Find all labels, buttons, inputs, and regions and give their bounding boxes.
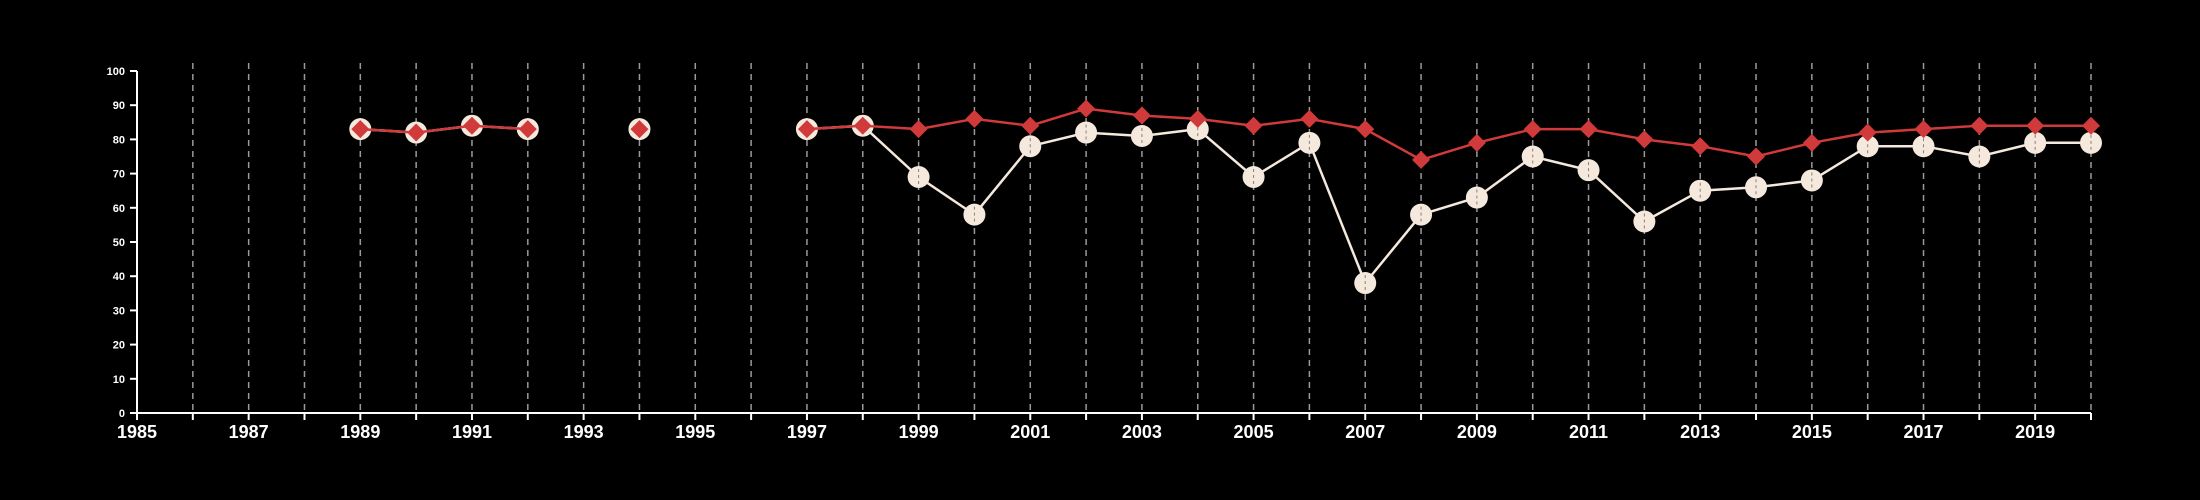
series-2-point-2017 — [1914, 120, 1933, 139]
series-2-point-1997 — [797, 120, 816, 139]
series-2-point-2002 — [1077, 99, 1096, 118]
x-tick-label-1987: 1987 — [229, 422, 269, 442]
series-2-point-2008 — [1412, 150, 1431, 169]
series-2-point-2005 — [1244, 116, 1263, 135]
series-2-point-1989 — [351, 120, 370, 139]
axes — [130, 70, 2092, 420]
series-2-point-2000 — [965, 109, 984, 128]
series-2-point-2010 — [1523, 120, 1542, 139]
y-tick-label-50: 50 — [113, 237, 125, 249]
y-tick-label-30: 30 — [113, 305, 125, 317]
x-tick-label-2017: 2017 — [1903, 422, 1943, 442]
series-2-point-2001 — [1021, 116, 1040, 135]
x-tick-label-2009: 2009 — [1457, 422, 1497, 442]
series-2-point-2007 — [1356, 120, 1375, 139]
series-2-line-2 — [806, 107, 2091, 162]
series-2-point-2003 — [1132, 106, 1151, 125]
series-1-line-2 — [806, 124, 2091, 286]
series-2-point-2016 — [1858, 123, 1877, 142]
series-2-point-2015 — [1802, 133, 1821, 152]
x-tick-label-2011: 2011 — [1569, 422, 1608, 442]
series-2-point-2020 — [2082, 116, 2100, 135]
series-2-line-0 — [360, 124, 528, 134]
x-tick-label-1989: 1989 — [340, 422, 380, 442]
y-tick-label-40: 40 — [113, 271, 125, 283]
x-tick-label-1997: 1997 — [787, 422, 827, 442]
x-tick-label-1999: 1999 — [899, 422, 939, 442]
series-2-point-1991 — [462, 116, 481, 135]
y-tick-label-20: 20 — [113, 340, 125, 352]
series-2-point-1998 — [853, 116, 872, 135]
y-tick-label-10: 10 — [113, 374, 125, 386]
series-2-point-1990 — [407, 123, 426, 142]
x-tick-label-2015: 2015 — [1792, 422, 1832, 442]
series-2-point-2019 — [2026, 116, 2045, 135]
x-tick-label-1993: 1993 — [564, 422, 604, 442]
x-tick-label-1985: 1985 — [117, 422, 157, 442]
series-2-point-1994 — [630, 120, 649, 139]
x-tick-label-2003: 2003 — [1122, 422, 1162, 442]
x-tick-label-2005: 2005 — [1234, 422, 1274, 442]
x-tick-label-2019: 2019 — [2015, 422, 2055, 442]
y-tick-label-60: 60 — [113, 203, 125, 215]
x-tick-label-2013: 2013 — [1680, 422, 1720, 442]
series-1 — [349, 114, 2102, 295]
series-2-point-1999 — [909, 120, 928, 139]
series-2-point-2012 — [1635, 130, 1654, 149]
x-tick-label-2001: 2001 — [1010, 422, 1050, 442]
y-tick-label-0: 0 — [119, 408, 125, 420]
series-2-point-2009 — [1467, 133, 1486, 152]
x-tick-label-1991: 1991 — [452, 422, 492, 442]
series-2-point-2018 — [1970, 116, 1989, 135]
series-2 — [351, 99, 2100, 169]
series-2-point-1992 — [518, 120, 537, 139]
x-tick-label-1995: 1995 — [675, 422, 715, 442]
series — [349, 99, 2102, 295]
x-tick-label-2007: 2007 — [1345, 422, 1385, 442]
y-tick-label-100: 100 — [107, 66, 125, 78]
y-tick-label-90: 90 — [113, 100, 125, 112]
series-2-point-2013 — [1691, 137, 1710, 156]
y-tick-label-80: 80 — [113, 134, 125, 146]
tick-labels: 0 10 20 30 40 50 60 70 80 90 100 1985 1987 1989 1991 19… — [107, 66, 2056, 442]
series-2-point-2011 — [1579, 120, 1598, 139]
series-2-point-2004 — [1188, 109, 1207, 128]
series-2-point-2014 — [1747, 147, 1766, 166]
y-tick-label-70: 70 — [113, 169, 125, 181]
series-2-point-2006 — [1300, 109, 1319, 128]
